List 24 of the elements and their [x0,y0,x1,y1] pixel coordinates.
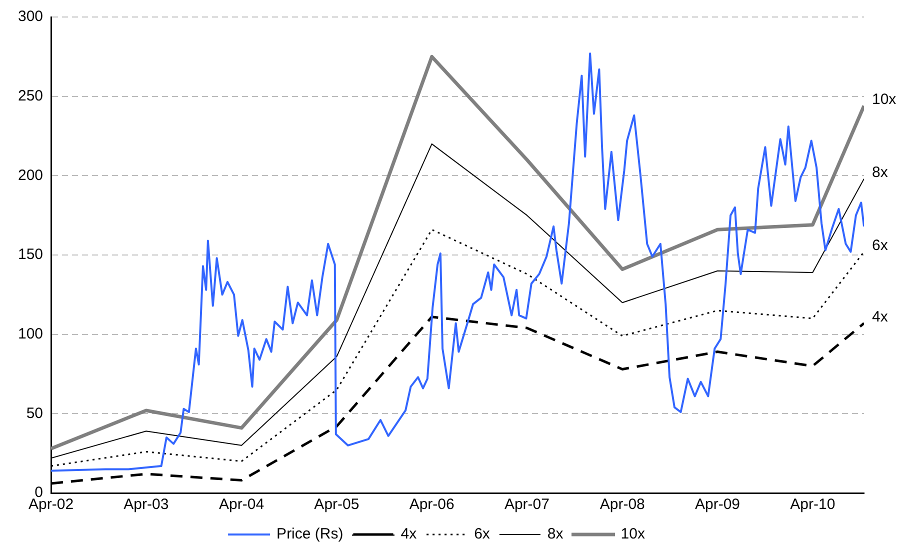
legend-label: 10x [620,526,646,543]
legend-label: 8x [547,526,564,543]
annotation: 10x [872,90,897,108]
x-tick-label: Apr-09 [695,496,740,514]
y-tick-label: 100 [18,325,44,342]
x-tick-label: Apr-07 [504,496,550,514]
y-tick-label: 50 [26,404,44,422]
legend-label: 4x [400,526,418,543]
annotation: 6x [872,236,888,254]
y-tick-label: 250 [18,87,44,104]
y-tick-label: 200 [18,166,44,184]
annotation: 4x [872,308,888,326]
y-tick-label: 150 [18,246,44,264]
annotation: 8x [872,164,888,181]
x-tick-label: Apr-10 [790,496,836,514]
x-tick-label: Apr-06 [409,496,454,514]
x-tick-label: Apr-02 [28,496,74,514]
x-tick-label: Apr-05 [314,496,360,514]
legend-label: 6x [474,526,490,543]
x-tick-label: Apr-04 [219,496,264,514]
x-tick-label: Apr-08 [600,496,645,514]
legend-label: Price (Rs) [276,526,344,543]
y-tick-label: 300 [18,8,44,26]
x-tick-label: Apr-03 [124,496,169,514]
